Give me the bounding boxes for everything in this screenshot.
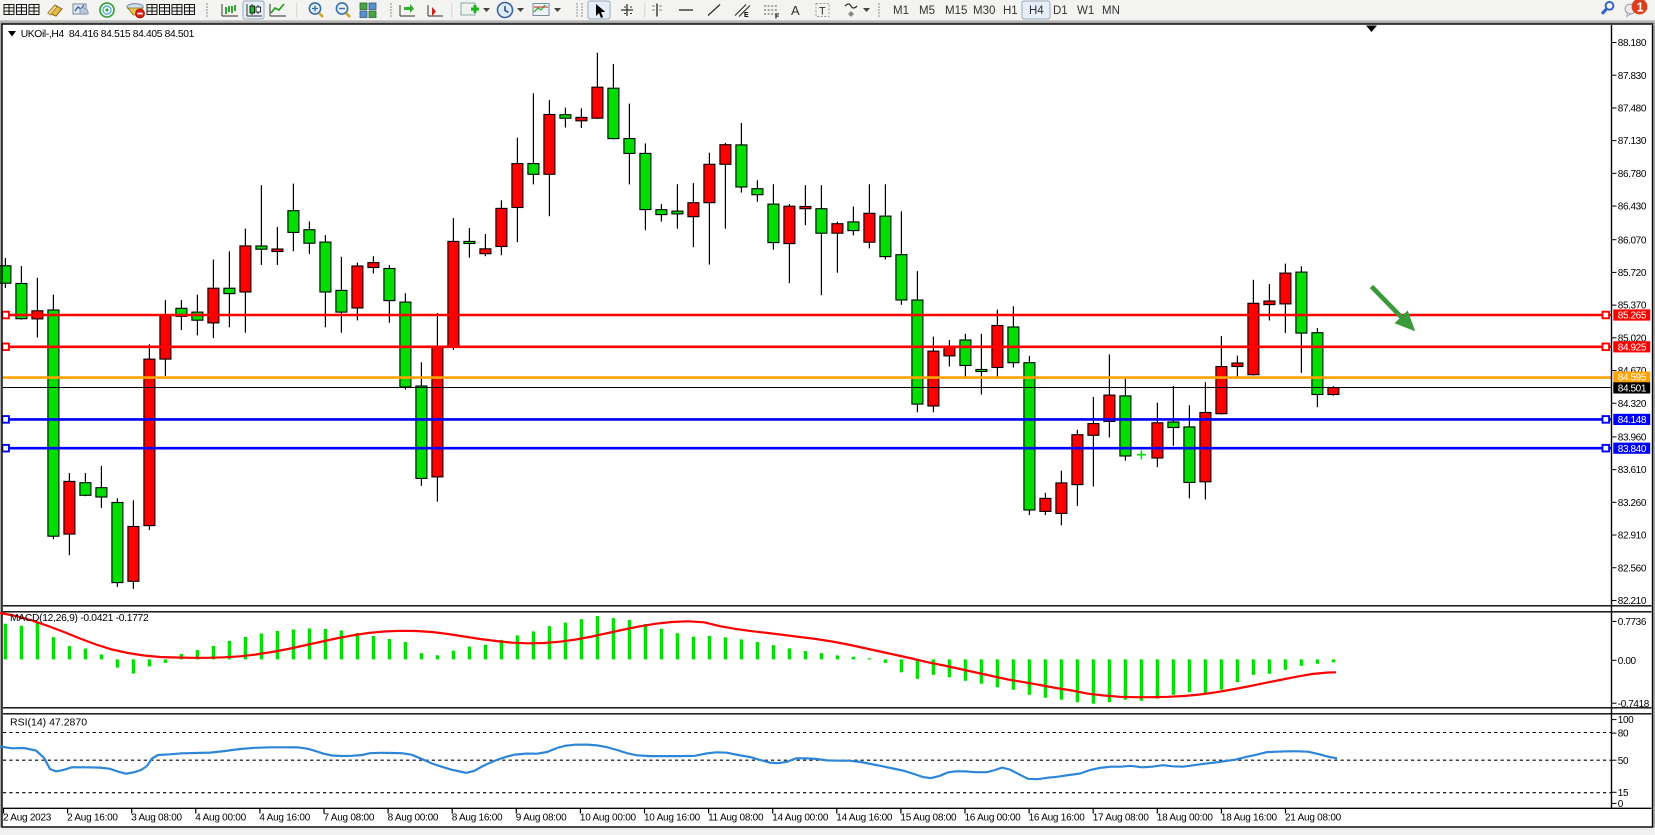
svg-text:15: 15 [1618,788,1629,799]
svg-text:10 Aug 16:00: 10 Aug 16:00 [644,812,701,823]
svg-text:100: 100 [1618,715,1634,726]
svg-text:H4: H4 [1029,5,1044,17]
svg-text:86.070: 86.070 [1618,235,1647,246]
svg-text:1: 1 [1637,0,1644,14]
svg-text:4 Aug 00:00: 4 Aug 00:00 [195,812,246,823]
svg-text:W1: W1 [1077,5,1094,17]
svg-text:83.840: 83.840 [1618,444,1647,455]
svg-text:17 Aug 08:00: 17 Aug 08:00 [1093,812,1150,823]
svg-text:87.130: 87.130 [1618,136,1647,147]
svg-text:11 Aug 08:00: 11 Aug 08:00 [708,812,764,823]
svg-text:85.720: 85.720 [1618,268,1647,279]
svg-text:82.210: 82.210 [1618,596,1647,607]
svg-text:D1: D1 [1053,5,1068,17]
svg-text:2 Aug 16:00: 2 Aug 16:00 [67,812,118,823]
svg-text:0.7736: 0.7736 [1618,617,1647,628]
svg-text:18 Aug 16:00: 18 Aug 16:00 [1221,812,1278,823]
svg-text:MN: MN [1102,5,1120,17]
svg-text:RSI(14) 47.2870: RSI(14) 47.2870 [10,716,87,728]
svg-text:-0.7418: -0.7418 [1618,699,1650,710]
svg-text:9 Aug 08:00: 9 Aug 08:00 [516,812,567,823]
svg-text:M30: M30 [973,5,995,17]
svg-text:84.501: 84.501 [1618,384,1647,395]
svg-text:MACD(12,26,9) -0.0421 -0.1772: MACD(12,26,9) -0.0421 -0.1772 [10,613,149,624]
svg-text:80: 80 [1618,729,1629,740]
svg-text:83.610: 83.610 [1618,465,1647,476]
svg-text:87.480: 87.480 [1618,104,1647,115]
svg-text:10 Aug 00:00: 10 Aug 00:00 [580,812,637,823]
svg-text:84.925: 84.925 [1618,342,1647,353]
svg-text:2 Aug 2023: 2 Aug 2023 [3,812,52,823]
svg-text:84.148: 84.148 [1618,415,1647,426]
svg-text:M15: M15 [945,5,967,17]
svg-text:7 Aug 08:00: 7 Aug 08:00 [324,812,375,823]
svg-text:87.830: 87.830 [1618,71,1647,82]
svg-text:86.780: 86.780 [1618,169,1647,180]
svg-text:8 Aug 16:00: 8 Aug 16:00 [452,812,503,823]
svg-text:84.595: 84.595 [1618,373,1647,384]
svg-text:3 Aug 08:00: 3 Aug 08:00 [131,812,182,823]
svg-text:83.260: 83.260 [1618,498,1647,509]
svg-text:84.320: 84.320 [1618,399,1647,410]
svg-text:0: 0 [1618,799,1624,810]
svg-text:UKOil-,H4 84.416 84.515 84.40: UKOil-,H4 84.416 84.515 84.405 84.501 [21,29,195,40]
svg-text:4 Aug 16:00: 4 Aug 16:00 [259,812,310,823]
svg-text:M5: M5 [919,5,935,17]
svg-text:83.960: 83.960 [1618,432,1647,443]
svg-text:82.910: 82.910 [1618,531,1647,542]
svg-text:E: E [744,12,749,19]
svg-text:0.00: 0.00 [1618,656,1637,667]
svg-text:88.180: 88.180 [1618,38,1647,49]
svg-text:H1: H1 [1003,5,1018,17]
svg-text:A: A [791,3,800,18]
svg-text:16 Aug 00:00: 16 Aug 00:00 [965,812,1022,823]
svg-text:16 Aug 16:00: 16 Aug 16:00 [1029,812,1086,823]
svg-text:21 Aug 08:00: 21 Aug 08:00 [1285,812,1342,823]
svg-text:85.265: 85.265 [1618,311,1647,322]
svg-text:15 Aug 08:00: 15 Aug 08:00 [900,812,957,823]
svg-text:82.560: 82.560 [1618,563,1647,574]
svg-text:14 Aug 16:00: 14 Aug 16:00 [836,812,893,823]
svg-text:F: F [775,14,780,21]
svg-text:14 Aug 00:00: 14 Aug 00:00 [772,812,829,823]
svg-text:18 Aug 00:00: 18 Aug 00:00 [1157,812,1214,823]
svg-text:8 Aug 00:00: 8 Aug 00:00 [388,812,439,823]
svg-text:T: T [819,6,826,18]
svg-text:50: 50 [1618,756,1629,767]
svg-text:M1: M1 [893,5,909,17]
svg-text:86.430: 86.430 [1618,202,1647,213]
svg-text:85.370: 85.370 [1618,301,1647,312]
svg-text:85.020: 85.020 [1618,333,1647,344]
